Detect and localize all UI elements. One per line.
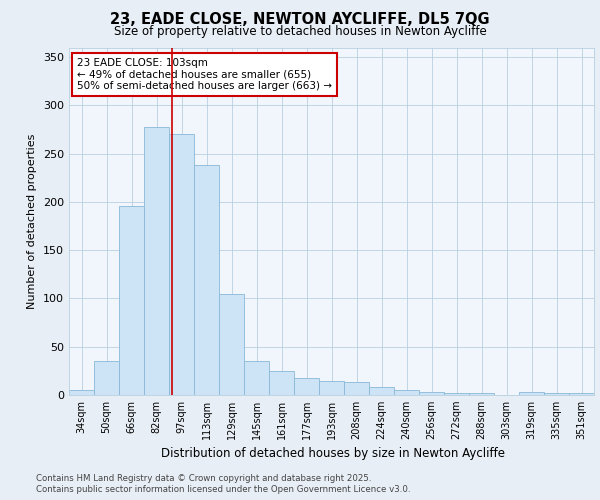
Bar <box>469 393 494 395</box>
Bar <box>419 392 444 395</box>
Bar <box>269 371 294 395</box>
Bar <box>444 393 469 395</box>
Bar <box>519 392 544 395</box>
Bar <box>294 378 319 395</box>
Y-axis label: Number of detached properties: Number of detached properties <box>28 134 37 309</box>
Bar <box>69 390 94 395</box>
Text: Contains HM Land Registry data © Crown copyright and database right 2025.: Contains HM Land Registry data © Crown c… <box>36 474 371 483</box>
Text: Size of property relative to detached houses in Newton Aycliffe: Size of property relative to detached ho… <box>113 25 487 38</box>
Text: Distribution of detached houses by size in Newton Aycliffe: Distribution of detached houses by size … <box>161 448 505 460</box>
Bar <box>569 393 594 395</box>
Bar <box>394 390 419 395</box>
Bar <box>544 393 569 395</box>
Bar <box>344 382 369 395</box>
Bar <box>169 134 194 395</box>
Bar <box>144 126 169 395</box>
Bar <box>219 294 244 395</box>
Bar <box>369 388 394 395</box>
Bar <box>194 166 219 395</box>
Bar <box>94 361 119 395</box>
Bar <box>119 206 144 395</box>
Text: Contains public sector information licensed under the Open Government Licence v3: Contains public sector information licen… <box>36 485 410 494</box>
Bar <box>244 361 269 395</box>
Text: 23 EADE CLOSE: 103sqm
← 49% of detached houses are smaller (655)
50% of semi-det: 23 EADE CLOSE: 103sqm ← 49% of detached … <box>77 58 332 91</box>
Text: 23, EADE CLOSE, NEWTON AYCLIFFE, DL5 7QG: 23, EADE CLOSE, NEWTON AYCLIFFE, DL5 7QG <box>110 12 490 28</box>
Bar <box>319 382 344 395</box>
